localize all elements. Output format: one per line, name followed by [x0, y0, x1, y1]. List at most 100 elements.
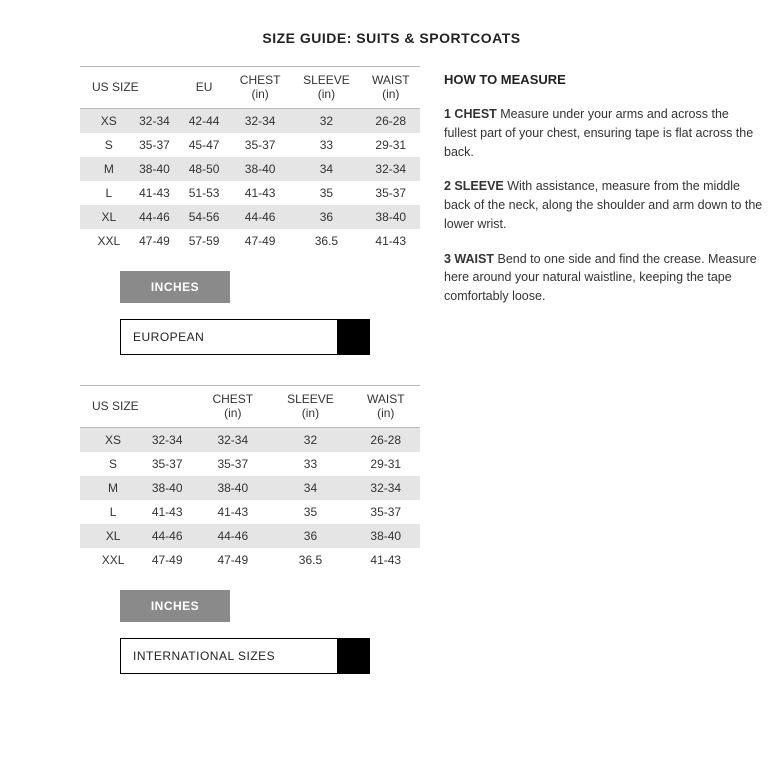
col-eu: EU — [179, 67, 229, 109]
table-cell: S — [80, 452, 138, 476]
table-cell: 35-37 — [130, 133, 180, 157]
table-cell: 35-37 — [196, 452, 269, 476]
col-sleeve: SLEEVE (in) — [291, 67, 361, 109]
table-cell: XXL — [80, 548, 138, 572]
table-cell: 32 — [291, 108, 361, 133]
table-cell: 48-50 — [179, 157, 229, 181]
table-cell: L — [80, 500, 138, 524]
table-cell: 36 — [269, 524, 351, 548]
table-header-row: US SIZE CHEST (in) SLEEVE (in) WAIST (in… — [80, 385, 420, 427]
table-row: M38-4038-403432-34 — [80, 476, 420, 500]
col-chest: CHEST (in) — [196, 385, 269, 427]
table-cell: 44-46 — [138, 524, 196, 548]
measure-instruction: 2 SLEEVE With assistance, measure from t… — [444, 177, 763, 233]
table-row: L41-4341-433535-37 — [80, 500, 420, 524]
table-cell: 35-37 — [138, 452, 196, 476]
measure-instruction: 1 CHEST Measure under your arms and acro… — [444, 105, 763, 161]
table-cell: 33 — [269, 452, 351, 476]
howto-title: HOW TO MEASURE — [444, 72, 763, 87]
table-cell: 47-49 — [130, 229, 180, 253]
table-cell: 44-46 — [229, 205, 291, 229]
table-cell: S — [80, 133, 130, 157]
table-cell: 41-43 — [196, 500, 269, 524]
table-cell: 38-40 — [362, 205, 420, 229]
table-cell: 38-40 — [130, 157, 180, 181]
table-row: XXL47-4957-5947-4936.541-43 — [80, 229, 420, 253]
table-row: S35-3745-4735-373329-31 — [80, 133, 420, 157]
table-cell: 42-44 — [179, 108, 229, 133]
table-cell: 47-49 — [138, 548, 196, 572]
table-cell: 41-43 — [229, 181, 291, 205]
table-cell: 38-40 — [229, 157, 291, 181]
table-cell: 34 — [291, 157, 361, 181]
table-cell: XL — [80, 524, 138, 548]
chevron-down-icon — [337, 320, 369, 354]
table-cell: 44-46 — [196, 524, 269, 548]
table-cell: 35-37 — [362, 181, 420, 205]
measure-label: 2 SLEEVE — [444, 179, 507, 193]
table-cell: 41-43 — [130, 181, 180, 205]
table-cell: 36.5 — [269, 548, 351, 572]
table-cell: 32-34 — [229, 108, 291, 133]
table-cell: 35 — [269, 500, 351, 524]
table-row: XL44-4644-463638-40 — [80, 524, 420, 548]
table-cell: 29-31 — [352, 452, 420, 476]
right-column: HOW TO MEASURE 1 CHEST Measure under you… — [444, 66, 763, 704]
table-cell: 38-40 — [352, 524, 420, 548]
region-dropdown-1[interactable]: EUROPEAN — [120, 319, 370, 355]
unit-toggle-1[interactable]: INCHES — [120, 271, 230, 303]
table-cell: 34 — [269, 476, 351, 500]
table-cell: M — [80, 157, 130, 181]
table-cell: 51-53 — [179, 181, 229, 205]
table-cell: 32-34 — [196, 427, 269, 452]
table-cell: 35-37 — [352, 500, 420, 524]
table-row: XS32-3432-343226-28 — [80, 427, 420, 452]
table-row: L41-4351-5341-433535-37 — [80, 181, 420, 205]
table-cell: 35 — [291, 181, 361, 205]
table-cell: 35-37 — [229, 133, 291, 157]
table-cell: 47-49 — [196, 548, 269, 572]
measure-label: 1 CHEST — [444, 107, 500, 121]
dropdown-label: EUROPEAN — [121, 320, 337, 354]
col-us-size: US SIZE — [80, 67, 179, 109]
unit-toggle-2[interactable]: INCHES — [120, 590, 230, 622]
col-us-size: US SIZE — [80, 385, 196, 427]
table-row: S35-3735-373329-31 — [80, 452, 420, 476]
table-cell: XL — [80, 205, 130, 229]
table-cell: M — [80, 476, 138, 500]
col-sleeve: SLEEVE (in) — [269, 385, 351, 427]
table-cell: 32-34 — [138, 427, 196, 452]
table-row: XL44-4654-5644-463638-40 — [80, 205, 420, 229]
chevron-down-icon — [337, 639, 369, 673]
table-cell: 41-43 — [352, 548, 420, 572]
size-table-1: US SIZE EU CHEST (in) SLEEVE (in) WAIST … — [80, 66, 420, 253]
table-cell: 33 — [291, 133, 361, 157]
left-column: US SIZE EU CHEST (in) SLEEVE (in) WAIST … — [80, 66, 420, 704]
table-cell: 26-28 — [362, 108, 420, 133]
table-row: XXL47-4947-4936.541-43 — [80, 548, 420, 572]
table-cell: 57-59 — [179, 229, 229, 253]
table-cell: 29-31 — [362, 133, 420, 157]
table-cell: 54-56 — [179, 205, 229, 229]
table-cell: L — [80, 181, 130, 205]
table-cell: 41-43 — [362, 229, 420, 253]
table-cell: 32-34 — [352, 476, 420, 500]
table-cell: 32-34 — [362, 157, 420, 181]
table-row: M38-4048-5038-403432-34 — [80, 157, 420, 181]
table-cell: 41-43 — [138, 500, 196, 524]
table-cell: 38-40 — [138, 476, 196, 500]
table-cell: 36 — [291, 205, 361, 229]
table-cell: XS — [80, 427, 138, 452]
table-cell: 32 — [269, 427, 351, 452]
col-waist: WAIST (in) — [352, 385, 420, 427]
table-cell: 32-34 — [130, 108, 180, 133]
table-cell: 38-40 — [196, 476, 269, 500]
size-table-2: US SIZE CHEST (in) SLEEVE (in) WAIST (in… — [80, 385, 420, 572]
table-row: XS32-3442-4432-343226-28 — [80, 108, 420, 133]
region-dropdown-2[interactable]: INTERNATIONAL SIZES — [120, 638, 370, 674]
table-cell: XS — [80, 108, 130, 133]
measure-instruction: 3 WAIST Bend to one side and find the cr… — [444, 250, 763, 306]
col-chest: CHEST (in) — [229, 67, 291, 109]
table-cell: 36.5 — [291, 229, 361, 253]
table-cell: 44-46 — [130, 205, 180, 229]
